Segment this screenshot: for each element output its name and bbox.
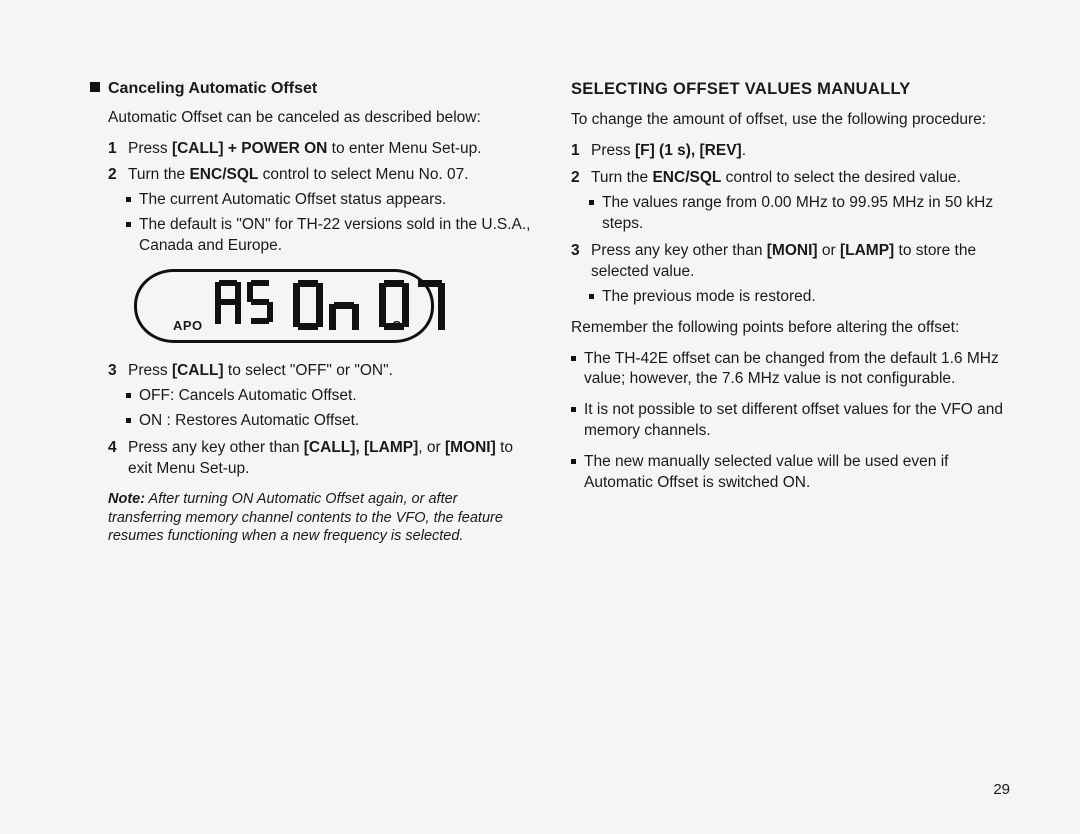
step-text-bold2: [LAMP]: [840, 242, 894, 259]
intro-paragraph: To change the amount of offset, use the …: [571, 110, 1014, 131]
step-text: Press [CALL] + POWER ON to enter Menu Se…: [128, 139, 533, 160]
step-text-pre: Press: [591, 142, 635, 159]
step-text-pre: Press any key other than: [591, 242, 767, 259]
page-number: 29: [993, 781, 1010, 798]
remember-bullet: It is not possible to set different offs…: [571, 400, 1014, 442]
step-text: Press any key other than [CALL], [LAMP],…: [128, 438, 533, 480]
bullet-icon: [571, 356, 576, 361]
step-text-pre: Turn the: [128, 166, 189, 183]
step-text-bold2: [MONI]: [445, 439, 496, 456]
step-text: Turn the ENC/SQL control to select the d…: [591, 168, 1014, 189]
bullet-icon: [571, 407, 576, 412]
seg-char-7: [415, 280, 445, 330]
step-text-pre: Press: [128, 362, 172, 379]
right-column: SELECTING OFFSET VALUES MANUALLY To chan…: [571, 78, 1014, 546]
step-number: 2: [571, 168, 583, 189]
step-text-pre: Press any key other than: [128, 439, 304, 456]
step-number: 3: [108, 361, 120, 382]
bullet-icon: [126, 418, 131, 423]
step-text: Press [F] (1 s), [REV].: [591, 141, 1014, 162]
seg-char-s: [247, 280, 273, 324]
step-text-bold: [CALL] + POWER ON: [172, 140, 327, 157]
sub-bullet: OFF: Cancels Automatic Offset.: [126, 386, 533, 407]
remember-bullet: The TH-42E offset can be changed from th…: [571, 349, 1014, 391]
step-text-bold: ENC/SQL: [189, 166, 258, 183]
step-text-post: to select "OFF" or "ON".: [224, 362, 393, 379]
bullet-icon: [571, 459, 576, 464]
sub-bullet: The current Automatic Offset status appe…: [126, 190, 533, 211]
bullet-text: It is not possible to set different offs…: [584, 400, 1014, 442]
step-row: 3 Press [CALL] to select "OFF" or "ON".: [108, 361, 533, 382]
step-text-post: control to select the desired value.: [721, 169, 961, 186]
bullet-text: OFF: Cancels Automatic Offset.: [139, 386, 357, 407]
step-text-bold: [CALL], [LAMP]: [304, 439, 419, 456]
step-row: 1 Press [F] (1 s), [REV].: [571, 141, 1014, 162]
step-number: 2: [108, 165, 120, 186]
step-row: 4 Press any key other than [CALL], [LAMP…: [108, 438, 533, 480]
bullet-text: The previous mode is restored.: [602, 287, 816, 308]
step-text: Press [CALL] to select "OFF" or "ON".: [128, 361, 533, 382]
seg-group-as: [215, 280, 273, 324]
bullet-icon: [126, 393, 131, 398]
seg-group-07: [379, 280, 445, 330]
step-number: 4: [108, 438, 120, 480]
sub-bullet: ON : Restores Automatic Offset.: [126, 411, 533, 432]
subheading-row: Canceling Automatic Offset: [90, 78, 533, 100]
step-text-bold: [CALL]: [172, 362, 224, 379]
lcd-display: APO S: [134, 269, 533, 343]
step-text-bold: ENC/SQL: [652, 169, 721, 186]
bullet-text: The current Automatic Offset status appe…: [139, 190, 446, 211]
step-row: 3 Press any key other than [MONI] or [LA…: [571, 241, 1014, 283]
sub-bullet: The default is "ON" for TH-22 versions s…: [126, 215, 533, 257]
step-number: 1: [108, 139, 120, 160]
bullet-text: The new manually selected value will be …: [584, 452, 1014, 494]
bullet-text: The values range from 0.00 MHz to 99.95 …: [602, 193, 1014, 235]
bullet-text: The TH-42E offset can be changed from th…: [584, 349, 1014, 391]
lcd-frame: APO S: [134, 269, 434, 343]
section-heading: SELECTING OFFSET VALUES MANUALLY: [571, 78, 1014, 100]
step-text: Turn the ENC/SQL control to select Menu …: [128, 165, 533, 186]
manual-page: Canceling Automatic Offset Automatic Off…: [90, 78, 1014, 546]
bullet-icon: [126, 222, 131, 227]
remember-bullet: The new manually selected value will be …: [571, 452, 1014, 494]
left-column: Canceling Automatic Offset Automatic Off…: [90, 78, 533, 546]
step-text-mid: or: [818, 242, 840, 259]
step-text-bold: [F] (1 s), [REV]: [635, 142, 742, 159]
bullet-icon: [126, 197, 131, 202]
step-text-mid: , or: [418, 439, 445, 456]
lcd-apo-label: APO: [173, 317, 203, 335]
lcd-segments: [215, 280, 445, 330]
note-label: Note:: [108, 491, 145, 507]
step-number: 1: [571, 141, 583, 162]
step-row: 1 Press [CALL] + POWER ON to enter Menu …: [108, 139, 533, 160]
square-bullet-icon: [90, 82, 100, 92]
bullet-icon: [589, 200, 594, 205]
sub-bullet: The values range from 0.00 MHz to 99.95 …: [589, 193, 1014, 235]
seg-char-n: [329, 280, 359, 330]
bullet-text: ON : Restores Automatic Offset.: [139, 411, 359, 432]
note-paragraph: Note: After turning ON Automatic Offset …: [108, 490, 533, 547]
sub-bullet: The previous mode is restored.: [589, 287, 1014, 308]
bullet-icon: [589, 294, 594, 299]
step-row: 2 Turn the ENC/SQL control to select Men…: [108, 165, 533, 186]
step-text-post: to enter Menu Set-up.: [327, 140, 481, 157]
seg-char-a: [215, 280, 241, 324]
remember-intro: Remember the following points before alt…: [571, 318, 1014, 339]
step-text-post: control to select Menu No. 07.: [258, 166, 468, 183]
step-text: Press any key other than [MONI] or [LAMP…: [591, 241, 1014, 283]
step-number: 3: [571, 241, 583, 283]
step-row: 2 Turn the ENC/SQL control to select the…: [571, 168, 1014, 189]
seg-char-0: [379, 280, 409, 330]
bullet-text: The default is "ON" for TH-22 versions s…: [139, 215, 533, 257]
intro-paragraph: Automatic Offset can be canceled as desc…: [108, 108, 533, 129]
step-text-pre: Press: [128, 140, 172, 157]
seg-group-on: [293, 280, 359, 330]
step-text-pre: Turn the: [591, 169, 652, 186]
note-text: After turning ON Automatic Offset again,…: [108, 491, 503, 545]
step-text-bold: [MONI]: [767, 242, 818, 259]
subheading: Canceling Automatic Offset: [108, 78, 317, 100]
seg-char-o: [293, 280, 323, 330]
step-text-post: .: [742, 142, 746, 159]
